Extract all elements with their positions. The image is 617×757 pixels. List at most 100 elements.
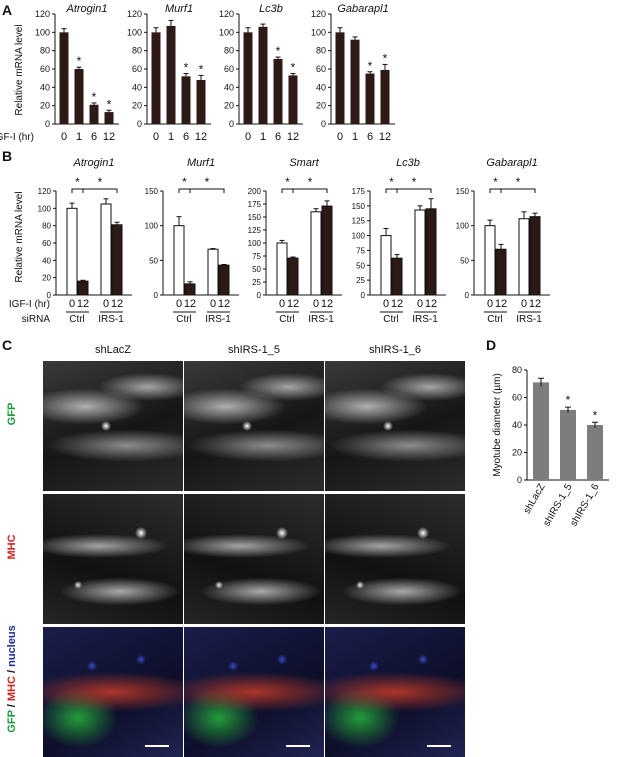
- d-bar-0: [533, 382, 549, 480]
- a-lc3b-y-tick-label-60: 60: [224, 64, 234, 74]
- b-lc3b-y-tick-label-0: 0: [361, 291, 366, 300]
- a-gabarapl1-x-tick-label-0: 0: [337, 131, 343, 143]
- a-murf1-y-tick-label-0: 0: [137, 119, 142, 129]
- d-y-tick-label-40: 40: [512, 420, 522, 430]
- a-gabarapl1-x-tick-label-2: 6: [367, 131, 373, 143]
- b-lc3b-y-tick-label-150: 150: [352, 202, 366, 211]
- b-gabarapl1-bar-1: [495, 248, 507, 296]
- a-atrogin1-bar-1: [74, 69, 84, 124]
- a-gabarapl1-bar-2: [365, 73, 375, 124]
- b-smart-y-tick-label-150: 150: [248, 213, 262, 222]
- a-gabarapl1-y-tick-label-120: 120: [311, 9, 326, 19]
- b-murf1-bracket-0: [178, 188, 191, 193]
- a-murf1-y-tick-label-40: 40: [132, 82, 142, 92]
- a-lc3b-y-tick-label-80: 80: [224, 46, 234, 56]
- a-lc3b-title: Lc3b: [259, 3, 283, 15]
- b-smart-bracket-label-1: *: [308, 175, 313, 189]
- a-gabarapl1-y-tick-label-60: 60: [316, 64, 326, 74]
- d-asterisk-1: *: [566, 393, 571, 407]
- a-x-axis-label: IGF-I (hr): [0, 132, 34, 143]
- b-atrogin1-y-tick-label-40: 40: [42, 256, 51, 265]
- a-atrogin1-x-tick-label-0: 0: [61, 131, 67, 143]
- a-lc3b-bar-1: [258, 26, 268, 124]
- micrograph-row-label-gfp: GFP: [6, 402, 18, 426]
- a-gabarapl1-bar-3: [380, 69, 390, 124]
- a-gabarapl1-x-tick-label-1: 1: [352, 131, 358, 143]
- merged-label-sep2: /: [6, 666, 18, 677]
- b-lc3b-bar-1: [391, 257, 403, 296]
- b-lc3b-bar-2: [414, 209, 426, 296]
- merged-label-mhc: MHC: [6, 676, 18, 702]
- b-gabarapl1-bar-0: [484, 225, 496, 296]
- b-gabarapl1-group-label-1: IRS-1: [516, 314, 542, 325]
- b-gabarapl1-bar-3: [529, 216, 541, 296]
- b-lc3b-bracket-0: [385, 188, 398, 193]
- a-atrogin1-y-tick-label-100: 100: [35, 27, 50, 37]
- a-gabarapl1-y-tick-label-40: 40: [316, 82, 326, 92]
- b-murf1-group-label-0: Ctrl: [176, 314, 192, 325]
- b-smart-y-tick-label-75: 75: [252, 252, 261, 261]
- b-murf1-bracket-label-0: *: [182, 175, 187, 189]
- scale-bar: [145, 745, 169, 747]
- b-atrogin1-x-tick-label-0: 0: [69, 298, 75, 310]
- merged-label-gfp: GFP: [6, 710, 18, 733]
- a-gabarapl1-bar-0: [335, 32, 345, 125]
- b-lc3b-y-tick-label-75: 75: [356, 246, 365, 255]
- micrograph-column-header-shlacz: shLacZ: [94, 344, 132, 356]
- panel-label-d: D: [486, 337, 497, 353]
- b-murf1-bracket-label-1: *: [205, 175, 210, 189]
- a-y-axis-label: Relative mRNA level: [14, 24, 25, 115]
- b-smart-bar-1: [287, 257, 299, 296]
- micrograph-row-label-merged: GFP / MHC / nucleus: [6, 604, 18, 754]
- a-atrogin1-bar-0: [59, 32, 69, 125]
- a-murf1-y-tick-label-60: 60: [132, 64, 142, 74]
- b-lc3b-y-tick-label-50: 50: [356, 261, 365, 270]
- b-atrogin1-x-tick-label-2: 0: [103, 298, 109, 310]
- b-atrogin1-bar-3: [111, 224, 123, 296]
- a-murf1-y-tick-label-120: 120: [127, 9, 142, 19]
- b-lc3b-bracket-label-1: *: [412, 175, 417, 189]
- a-murf1-asterisk-2: *: [184, 61, 189, 75]
- b-smart-bar-2: [310, 211, 322, 296]
- a-atrogin1-y-tick-label-40: 40: [40, 82, 50, 92]
- b-gabarapl1-group-label-0: Ctrl: [487, 314, 503, 325]
- a-atrogin1-title: Atrogin1: [66, 3, 108, 15]
- b-lc3b-bracket-label-0: *: [389, 175, 394, 189]
- b-smart-y-tick-label-125: 125: [248, 226, 262, 235]
- b-atrogin1-y-tick-label-100: 100: [38, 204, 52, 213]
- b-murf1-y-tick-label-100: 100: [145, 222, 159, 231]
- b-lc3b-x-tick-label-0: 0: [383, 298, 389, 310]
- a-lc3b-asterisk-2: *: [276, 44, 281, 58]
- a-murf1-y-tick-label-80: 80: [132, 46, 142, 56]
- b-lc3b-x-tick-label-3: 12: [425, 298, 437, 310]
- b-y-axis-label: Relative mRNA level: [14, 191, 25, 282]
- merged-label-nucleus: nucleus: [6, 625, 18, 667]
- merged-label-sep1: /: [6, 701, 18, 711]
- b-smart-bracket-1: [292, 188, 328, 193]
- b-lc3b-x-tick-label-1: 12: [391, 298, 403, 310]
- b-murf1-x-tick-label-3: 12: [218, 298, 230, 310]
- a-lc3b-y-tick-label-120: 120: [219, 9, 234, 19]
- b-gabarapl1-bracket-0: [489, 188, 502, 193]
- b-murf1-y-tick-label-50: 50: [149, 256, 158, 265]
- b-gabarapl1-y-tick-label-0: 0: [465, 291, 470, 300]
- scale-bar: [427, 745, 451, 747]
- a-lc3b-y-tick-label-20: 20: [224, 101, 234, 111]
- b-atrogin1-y-tick-label-20: 20: [42, 274, 51, 283]
- b-lc3b-y-tick-label-25: 25: [356, 276, 365, 285]
- b-atrogin1-y-tick-label-120: 120: [38, 187, 52, 196]
- a-gabarapl1-asterisk-3: *: [383, 51, 388, 65]
- scale-bar: [286, 745, 310, 747]
- panel-label-a: A: [2, 2, 13, 18]
- b-smart-x-tick-label-3: 12: [321, 298, 333, 310]
- b-gabarapl1-x-tick-label-2: 0: [521, 298, 527, 310]
- a-atrogin1-bar-3: [104, 112, 114, 124]
- a-atrogin1-x-tick-label-1: 1: [76, 131, 82, 143]
- b-murf1-group-label-1: IRS-1: [205, 314, 231, 325]
- b-gabarapl1-x-tick-label-1: 12: [495, 298, 507, 310]
- b-atrogin1-y-tick-label-80: 80: [42, 222, 51, 231]
- a-gabarapl1-y-tick-label-0: 0: [321, 119, 326, 129]
- b-murf1-bar-3: [218, 264, 230, 296]
- b-atrogin1-bar-0: [66, 207, 78, 296]
- b-smart-bar-0: [276, 242, 288, 296]
